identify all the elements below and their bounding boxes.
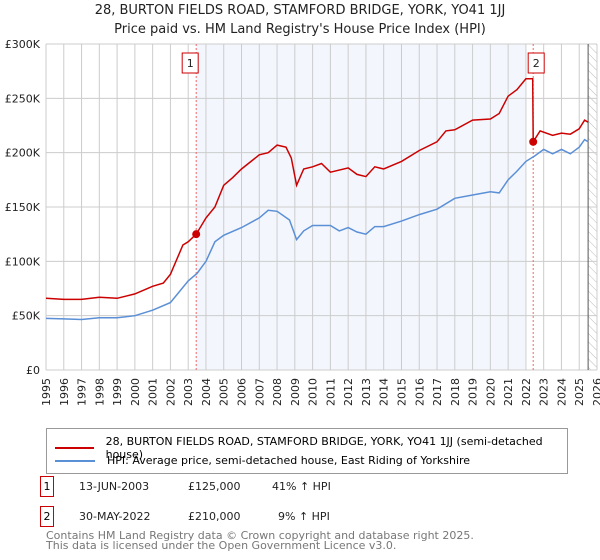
sale-date: 13-JUN-2003 <box>79 480 150 493</box>
sale-price: £210,000 <box>188 510 241 523</box>
footer-licence: This data is licensed under the Open Gov… <box>46 539 397 552</box>
sale-date: 30-MAY-2022 <box>79 510 151 523</box>
x-tick-label: 2012 <box>342 378 355 406</box>
chart-subtitle: Price paid vs. HM Land Registry's House … <box>114 22 486 37</box>
x-tick-label: 2010 <box>307 378 320 406</box>
x-tick-label: 2009 <box>289 378 302 406</box>
sale-badge: 1 <box>40 476 54 497</box>
sale-point <box>192 230 201 239</box>
footer-copyright: Contains HM Land Registry data © Crown c… <box>46 529 474 542</box>
footer: Contains HM Land Registry data © Crown c… <box>46 529 474 552</box>
sale-hpi-diff: 9% ↑ HPI <box>278 510 330 523</box>
x-tick-label: 2015 <box>395 378 408 406</box>
y-tick-label: £150K <box>5 201 41 214</box>
x-tick-label: 2007 <box>253 378 266 406</box>
x-tick-label: 2003 <box>182 378 195 406</box>
x-tick-label: 2025 <box>573 378 586 406</box>
x-tick-label: 2023 <box>538 378 551 406</box>
legend-label-hpi: HPI: Average price, semi-detached house,… <box>107 454 471 467</box>
x-tick-label: 2013 <box>360 378 373 406</box>
x-tick-label: 2019 <box>467 378 480 406</box>
x-tick-label: 2017 <box>431 378 444 406</box>
sale-badge: 2 <box>40 506 54 527</box>
x-tick-label: 2000 <box>129 378 142 406</box>
x-tick-label: 2002 <box>164 378 177 406</box>
chart-title: 28, BURTON FIELDS ROAD, STAMFORD BRIDGE,… <box>94 3 506 18</box>
x-tick-label: 1999 <box>111 378 124 406</box>
legend-swatch-property <box>55 447 94 449</box>
legend-swatch-hpi <box>55 459 95 462</box>
x-tick-label: 2020 <box>484 378 497 406</box>
x-tick-label: 2004 <box>200 378 213 406</box>
sale-label-box <box>527 52 545 74</box>
x-tick-label: 2005 <box>218 378 231 406</box>
y-tick-label: £300K <box>5 38 41 51</box>
x-tick-label: 2014 <box>378 378 391 406</box>
x-tick-label: 1996 <box>58 378 71 406</box>
legend: 28, BURTON FIELDS ROAD, STAMFORD BRIDGE,… <box>46 428 568 474</box>
x-tick-label: 2006 <box>236 378 249 406</box>
x-tick-label: 1997 <box>76 378 89 406</box>
x-tick-label: 2026 <box>591 378 600 406</box>
sale-price: £125,000 <box>188 480 241 493</box>
legend-label-property: 28, BURTON FIELDS ROAD, STAMFORD BRIDGE,… <box>105 435 543 461</box>
hpi-line <box>45 138 589 321</box>
x-tick-label: 2022 <box>520 378 533 406</box>
y-tick-label: £100K <box>5 255 41 268</box>
x-tick-label: 2011 <box>324 378 337 406</box>
x-tick-label: 2021 <box>502 378 515 406</box>
y-tick-label: £250K <box>5 92 41 105</box>
x-tick-label: 2016 <box>413 378 426 406</box>
sale-label-box <box>181 52 199 74</box>
x-tick-label: 2018 <box>449 378 462 406</box>
y-tick-label: £200K <box>5 147 41 160</box>
x-tick-label: 1995 <box>40 378 53 406</box>
x-tick-label: 2001 <box>147 378 160 406</box>
plot-area: 1995 1996 1997 1998 1999 2000 2001 2002 2003 2004… <box>5 38 600 406</box>
x-tick-label: 2024 <box>555 378 568 406</box>
sale-point <box>529 137 538 146</box>
y-tick-label: £0 <box>26 364 40 377</box>
sale-label: 2 <box>533 57 540 70</box>
x-tick-label: 1998 <box>93 378 106 406</box>
property-price-line <box>45 78 589 301</box>
sale-label: 1 <box>187 57 194 70</box>
y-tick-label: £50K <box>12 310 41 323</box>
x-tick-label: 2008 <box>271 378 284 406</box>
sale-hpi-diff: 41% ↑ HPI <box>272 480 331 493</box>
